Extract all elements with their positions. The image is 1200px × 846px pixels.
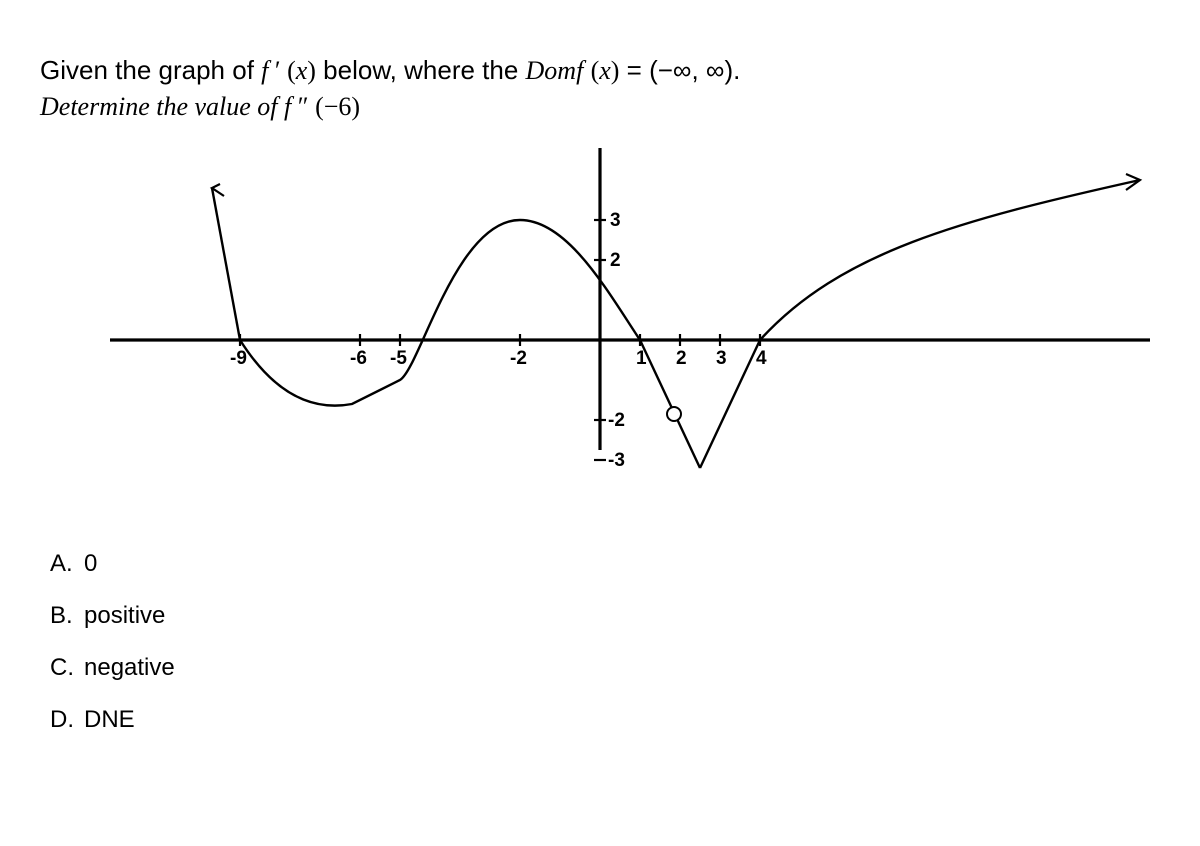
answer-letter: C. xyxy=(50,654,84,682)
answer-letter: A. xyxy=(50,550,84,578)
q-prime: ′ xyxy=(268,56,287,85)
answer-text: DNE xyxy=(84,706,135,734)
answer-letter: B. xyxy=(50,602,84,630)
q-paren2: ( xyxy=(591,56,600,85)
question-page: Given the graph of f ′ (x) below, where … xyxy=(0,0,1200,798)
answer-option[interactable]: D. DNE xyxy=(50,706,1160,734)
axis-label: 3 xyxy=(610,210,621,232)
question-line-1: Given the graph of f ′ (x) below, where … xyxy=(40,52,1160,90)
axis-label: -2 xyxy=(510,348,527,370)
axis-label: 2 xyxy=(676,348,687,370)
axis-label: 4 xyxy=(756,348,767,370)
q-paren-close: ) xyxy=(307,56,316,85)
axis-label: 2 xyxy=(610,250,621,272)
q-dom: Dom xyxy=(526,56,577,85)
q-text: below, where the xyxy=(316,55,526,85)
axis-label: -5 xyxy=(390,348,407,370)
answer-option[interactable]: C. negative xyxy=(50,654,1160,682)
q-text: Given the graph of xyxy=(40,55,261,85)
q-x: x xyxy=(296,56,308,85)
axis-label: 3 xyxy=(716,348,727,370)
q-paren: ( xyxy=(287,56,296,85)
graph-container: -9 -6 -5 -2 1 2 3 4 3 2 -2 -3 xyxy=(80,140,1160,480)
q2-pre: Determine the value of xyxy=(40,92,284,121)
answer-text: negative xyxy=(84,654,175,682)
question-line-2: Determine the value of f ″ (−6) xyxy=(40,92,1160,122)
q2-dprime: ″ xyxy=(291,92,315,121)
axis-label: -2 xyxy=(608,410,625,432)
answer-list: A. 0 B. positive C. negative D. DNE xyxy=(50,550,1160,734)
answer-option[interactable]: B. positive xyxy=(50,602,1160,630)
answer-text: positive xyxy=(84,602,165,630)
answer-letter: D. xyxy=(50,706,84,734)
axis-label: -3 xyxy=(608,450,625,472)
q-space xyxy=(583,55,590,85)
answer-text: 0 xyxy=(84,550,97,578)
axis-label: -6 xyxy=(350,348,367,370)
q-eq: = (−∞, ∞). xyxy=(619,55,740,85)
answer-option[interactable]: A. 0 xyxy=(50,550,1160,578)
axis-label: -9 xyxy=(230,348,247,370)
q-x2: x xyxy=(599,56,611,85)
graph-label-layer: -9 -6 -5 -2 1 2 3 4 3 2 -2 -3 xyxy=(80,140,1160,480)
axis-label: 1 xyxy=(636,348,647,370)
q2-arg: (−6) xyxy=(315,92,360,121)
